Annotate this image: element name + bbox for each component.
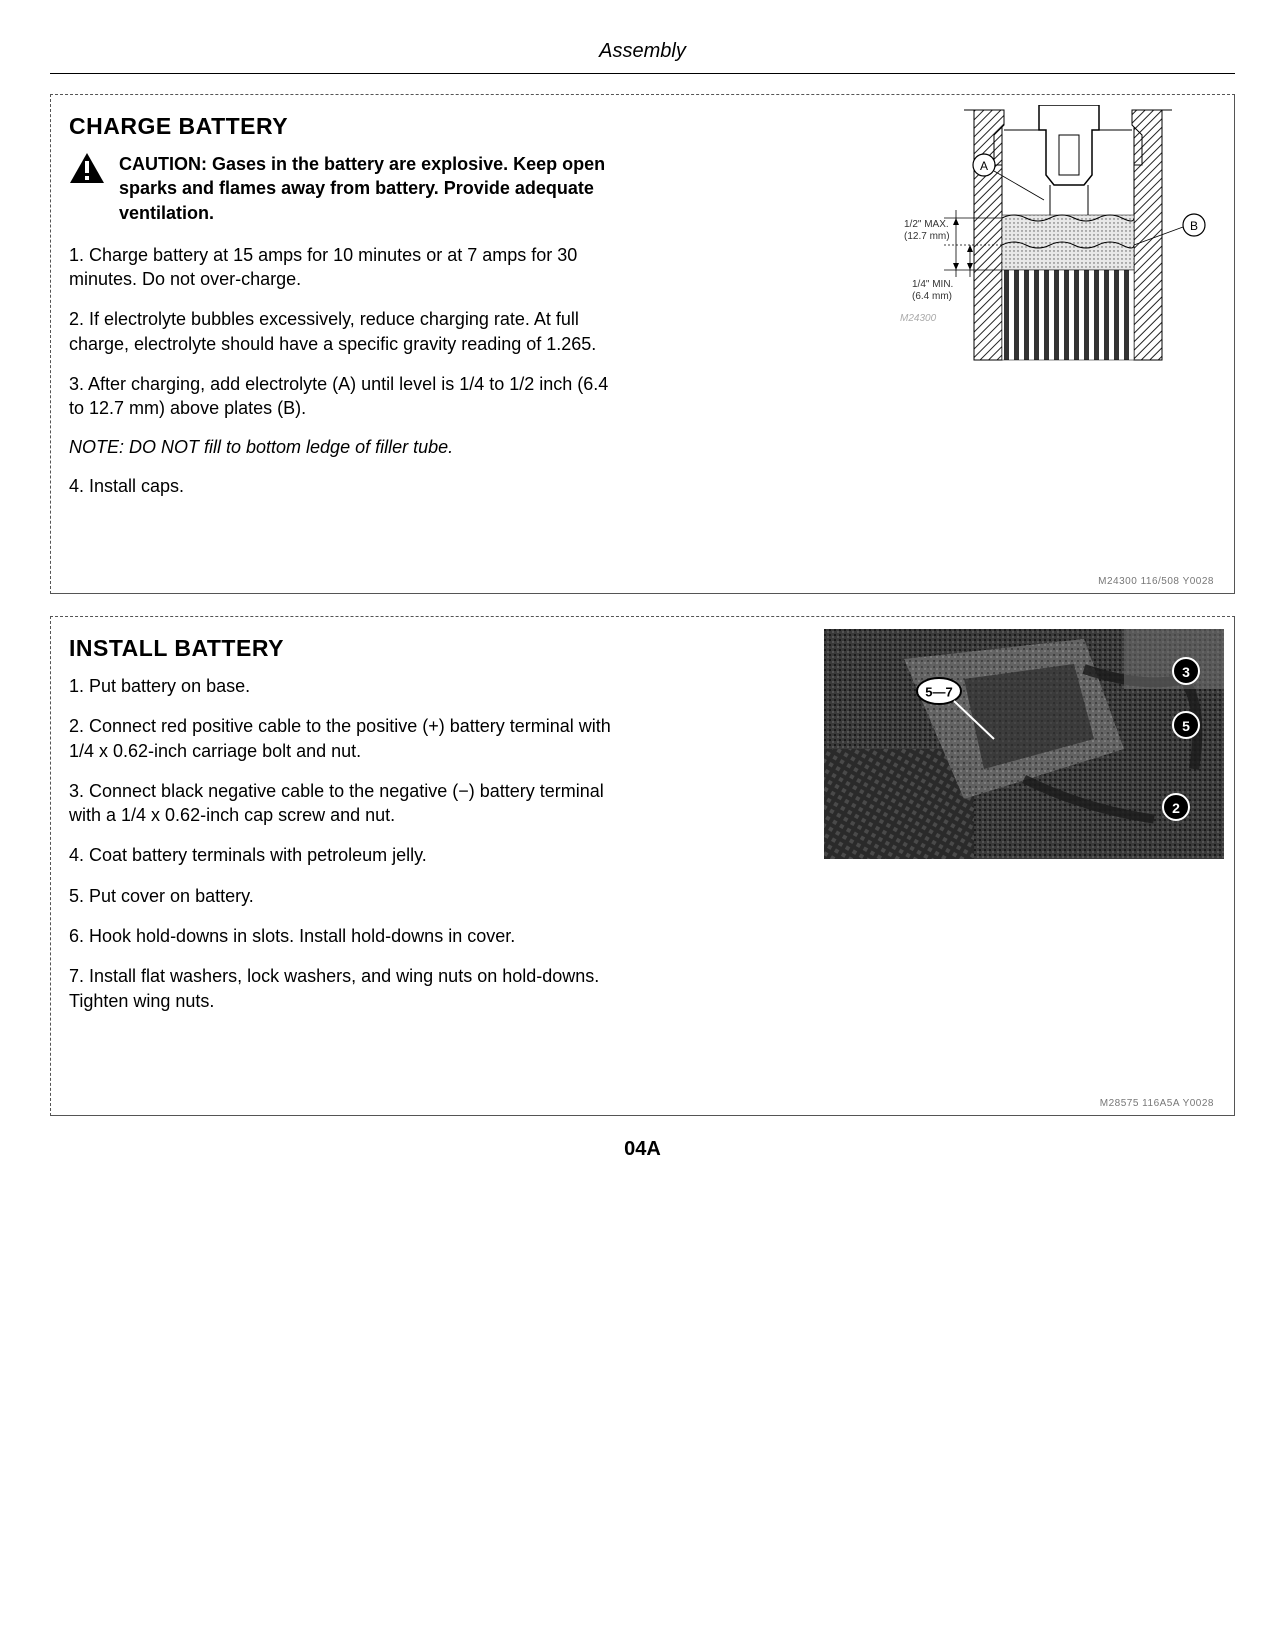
- callout-3: 3: [1182, 664, 1190, 680]
- s2-step-7: 7. Install flat washers, lock washers, a…: [69, 964, 619, 1013]
- s1-step-3: 3. After charging, add electrolyte (A) u…: [69, 372, 619, 421]
- callout-5: 5: [1182, 718, 1190, 734]
- s2-step-1: 1. Put battery on base.: [69, 674, 619, 698]
- dim-min-label-2: (6.4 mm): [912, 291, 952, 302]
- s1-step-2: 2. If electrolyte bubbles excessively, r…: [69, 307, 619, 356]
- caution-text: CAUTION: Gases in the battery are explos…: [119, 152, 609, 225]
- s2-figure-ref: M28575 116A5A Y0028: [1100, 1098, 1214, 1109]
- s2-step-6: 6. Hook hold-downs in slots. Install hol…: [69, 924, 619, 948]
- s2-step-3: 3. Connect black negative cable to the n…: [69, 779, 619, 828]
- section-install-battery: INSTALL BATTERY 1. Put battery on base. …: [50, 616, 1235, 1116]
- callout-2: 2: [1172, 800, 1180, 816]
- dim-max-label-2: (12.7 mm): [904, 231, 950, 242]
- figure-install-photo: 5—7 3 5 2: [824, 629, 1224, 859]
- callout-b: B: [1190, 219, 1198, 233]
- fig-ref-small: M24300: [900, 313, 937, 324]
- s2-step-2: 2. Connect red positive cable to the pos…: [69, 714, 619, 763]
- page-number: 04A: [50, 1138, 1235, 1161]
- s1-step-4: 4. Install caps.: [69, 474, 619, 498]
- s1-step-1: 1. Charge battery at 15 amps for 10 minu…: [69, 243, 619, 292]
- figure-battery-cell: 1/2" MAX. (12.7 mm) 1/4" MIN. (6.4 mm) M…: [844, 105, 1214, 365]
- header-title: Assembly: [50, 40, 1235, 63]
- caution-block: CAUTION: Gases in the battery are explos…: [69, 152, 609, 225]
- callout-a: A: [980, 159, 988, 173]
- s2-step-5: 5. Put cover on battery.: [69, 884, 619, 908]
- s1-note: NOTE: DO NOT fill to bottom ledge of fil…: [69, 437, 619, 458]
- section-charge-battery: CHARGE BATTERY CAUTION: Gases in the bat…: [50, 94, 1235, 594]
- header-rule: [50, 73, 1235, 74]
- dim-max-label-1: 1/2" MAX.: [904, 219, 949, 230]
- callout-5-7: 5—7: [925, 685, 952, 700]
- s2-step-4: 4. Coat battery terminals with petroleum…: [69, 843, 619, 867]
- warning-icon: [69, 152, 105, 184]
- dim-min-label-1: 1/4" MIN.: [912, 279, 953, 290]
- page-container: Assembly CHARGE BATTERY CAUTION: Gases i…: [50, 40, 1235, 1610]
- s1-figure-ref: M24300 116/508 Y0028: [1098, 576, 1214, 587]
